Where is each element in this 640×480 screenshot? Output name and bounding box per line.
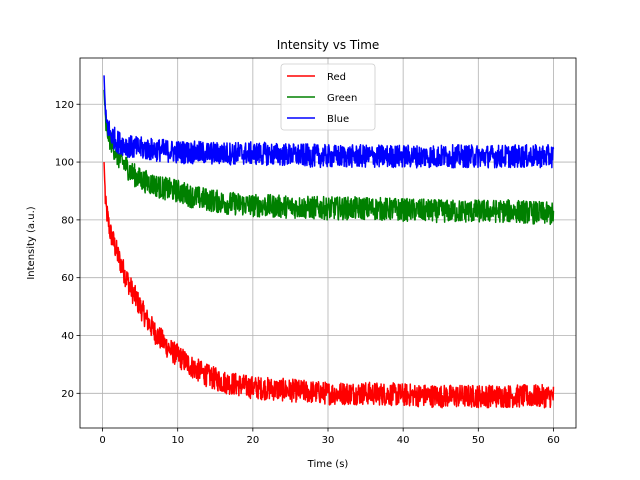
axis-ticks: 0 10 20 30 40 50 60 20 40 60 80 100 120 (55, 100, 560, 446)
legend-label-red: Red (327, 72, 346, 83)
x-tick-label-6: 60 (547, 435, 560, 446)
legend-box (280, 63, 376, 131)
y-tick-label-3: 80 (61, 215, 74, 226)
x-tick-label-4: 40 (397, 435, 410, 446)
x-tick-label-0: 0 (99, 435, 105, 446)
series-lines (103, 75, 555, 409)
y-tick-label-4: 100 (55, 158, 74, 169)
legend-label-blue: Blue (327, 114, 349, 125)
x-axis-label: Time (s) (307, 459, 349, 470)
x-tick-label-3: 30 (322, 435, 335, 446)
y-tick-label-1: 40 (61, 331, 74, 342)
y-tick-label-2: 60 (61, 273, 74, 284)
chart-title: Intensity vs Time (277, 38, 380, 52)
series-line-blue (103, 75, 555, 169)
series-line-red (103, 162, 555, 409)
y-tick-label-0: 20 (61, 389, 74, 400)
y-tick-label-5: 120 (55, 100, 74, 111)
series-line-green (103, 89, 555, 226)
legend-label-green: Green (327, 93, 357, 104)
x-tick-label-1: 10 (171, 435, 184, 446)
x-tick-label-2: 20 (246, 435, 259, 446)
y-axis-label: Intensity (a.u.) (26, 206, 37, 279)
x-tick-label-5: 50 (472, 435, 485, 446)
legend: Red Green Blue (280, 63, 376, 131)
